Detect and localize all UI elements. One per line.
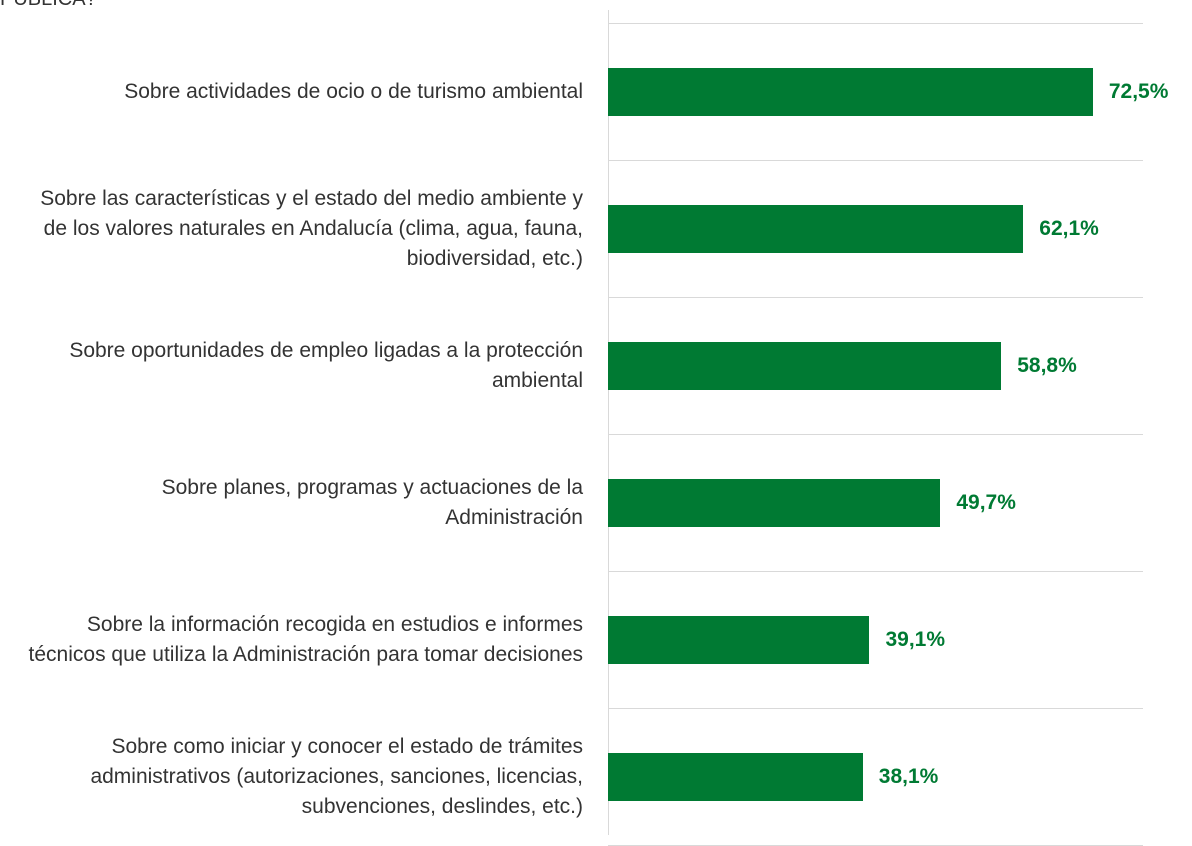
bar <box>608 478 941 527</box>
bar <box>608 204 1024 253</box>
bar <box>608 341 1002 390</box>
row-separator <box>608 23 1143 24</box>
value-label: 62,1% <box>1039 216 1099 240</box>
category-label: Sobre la información recogida en estudio… <box>28 612 583 666</box>
value-label: 49,7% <box>956 490 1016 514</box>
row-separator <box>608 297 1143 298</box>
category-label: Sobre oportunidades de empleo ligadas a … <box>69 338 583 392</box>
bar <box>608 752 863 801</box>
category-label: Sobre planes, programas y actuaciones de… <box>161 475 583 529</box>
row-separator <box>608 708 1143 709</box>
category-label: Sobre actividades de ocio o de turismo a… <box>124 79 583 103</box>
value-label: 38,1% <box>878 764 939 788</box>
value-label: 58,8% <box>1017 353 1077 377</box>
bar <box>608 615 870 664</box>
value-label: 39,1% <box>885 627 946 651</box>
category-axis <box>608 10 609 835</box>
row-separator <box>608 434 1143 435</box>
row-separator <box>608 160 1143 161</box>
bar <box>608 67 1093 116</box>
chart-title: PÚBLICA? <box>0 0 97 11</box>
value-label: 72,5% <box>1108 79 1169 103</box>
row-separator <box>608 571 1143 572</box>
category-label: Sobre las características y el estado de… <box>40 186 583 270</box>
category-label: Sobre como iniciar y conocer el estado d… <box>90 734 583 818</box>
